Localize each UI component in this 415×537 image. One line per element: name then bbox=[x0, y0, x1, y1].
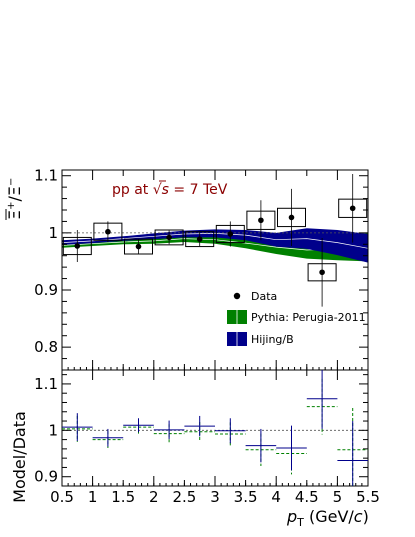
y-tick-label: 1 bbox=[48, 421, 58, 439]
x-tick-label: 4.5 bbox=[295, 488, 319, 506]
data-point bbox=[349, 205, 356, 212]
svg-text:Ξ+/Ξ−: Ξ+/Ξ− bbox=[5, 178, 24, 220]
x-axis-label: pT (GeV/c) bbox=[286, 507, 369, 529]
annotation-sqrt: √ bbox=[153, 182, 162, 198]
x-tick-label: 5.5 bbox=[356, 488, 380, 506]
data-point bbox=[196, 236, 203, 242]
legend-data-label: Data bbox=[251, 290, 277, 303]
annotation-s: s bbox=[162, 182, 169, 198]
xlabel-p: p bbox=[286, 507, 297, 526]
y-tick-label: 0.8 bbox=[34, 338, 58, 356]
xlabel-unit: (GeV/ bbox=[304, 507, 355, 526]
data-sys-box bbox=[154, 229, 184, 246]
legend-hijing-label: Hijing/B bbox=[251, 333, 294, 346]
legend-pythia-label: Pythia: Perugia-2011 bbox=[251, 311, 366, 324]
x-tick-label: 4 bbox=[271, 488, 281, 506]
ylabel-numerator-sup: + bbox=[6, 202, 17, 210]
hijing-center-line bbox=[61, 233, 369, 249]
y-tick-label: 0.9 bbox=[34, 281, 58, 299]
energy-annotation: pp at √s = 7 TeV bbox=[112, 182, 228, 198]
xlabel-c: c bbox=[354, 507, 363, 526]
y-tick-label: 1.1 bbox=[34, 375, 58, 393]
x-tick-label: 3.5 bbox=[234, 488, 258, 506]
ylabel-denominator-sup: − bbox=[6, 178, 17, 186]
legend-data-marker bbox=[233, 292, 241, 300]
ratio-y-axis-label: Ξ+/Ξ− bbox=[5, 178, 24, 220]
x-tick-label: 2 bbox=[149, 488, 159, 506]
x-tick-label: 3 bbox=[210, 488, 220, 506]
x-tick-label: 2.5 bbox=[172, 488, 196, 506]
data-point bbox=[135, 243, 142, 250]
data-sys-box bbox=[185, 231, 215, 248]
y-tick-label: 1 bbox=[48, 224, 58, 242]
x-tick-label: 0.5 bbox=[50, 488, 74, 506]
model-data-panel: 0.9 1 1.1 0.5 1 1.5 2 2.5 3 3.5 4 4.5 5 5.5 bbox=[34, 369, 380, 506]
ratio-panel: 0.8 0.9 1 1.1 bbox=[34, 167, 369, 371]
data-point bbox=[166, 234, 172, 241]
data-point bbox=[227, 231, 234, 237]
data-point bbox=[258, 217, 264, 224]
model-data-y-axis-label: Model/Data bbox=[10, 411, 29, 503]
xlabel-close: ) bbox=[363, 507, 369, 526]
ylabel-numerator: Ξ bbox=[5, 210, 24, 220]
ylabel-denominator: Ξ bbox=[5, 186, 24, 196]
y-tick-label: 1.1 bbox=[34, 167, 58, 185]
data-point bbox=[74, 243, 81, 249]
y-tick-label: 0.9 bbox=[34, 468, 58, 486]
x-tick-label: 5 bbox=[333, 488, 343, 506]
data-point bbox=[288, 214, 295, 221]
annotation-pre: pp at bbox=[112, 182, 153, 198]
legend: Data Pythia: Perugia-2011 Hijing/B bbox=[227, 290, 366, 346]
x-tick-label: 1 bbox=[88, 488, 98, 506]
data-point bbox=[105, 228, 111, 235]
xlabel-sub: T bbox=[296, 516, 304, 529]
data-point bbox=[319, 269, 325, 276]
x-tick-label: 1.5 bbox=[111, 488, 135, 506]
annotation-post: = 7 TeV bbox=[169, 182, 228, 198]
